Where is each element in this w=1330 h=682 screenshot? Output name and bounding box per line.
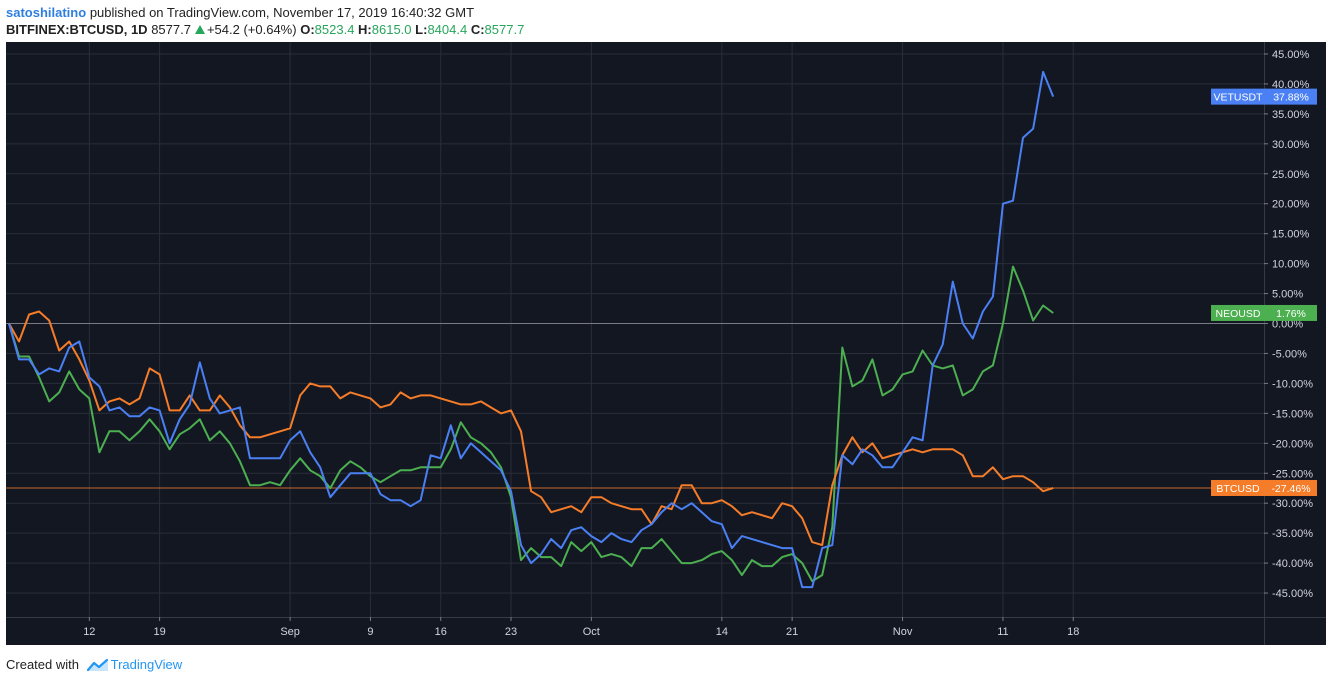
series-name-tag: NEOUSD (1216, 308, 1261, 320)
x-tick-label: 19 (153, 626, 165, 638)
x-tick-label: Sep (280, 626, 300, 638)
y-tick-label: 5.00% (1272, 289, 1303, 301)
series-name-tag: BTCUSD (1216, 483, 1260, 495)
open-value: 8523.4 (314, 22, 355, 37)
y-tick-label: -20.00% (1272, 438, 1313, 450)
y-tick-label: -25.00% (1272, 468, 1313, 480)
x-tick-label: 16 (435, 626, 447, 638)
series-value-tag-bg (1265, 88, 1317, 105)
y-tick-label: 35.00% (1272, 109, 1310, 121)
x-tick-label: 14 (716, 626, 728, 638)
x-tick-label: 11 (997, 626, 1008, 638)
y-tick-label: 10.00% (1272, 259, 1310, 271)
series-value-tag-bg (1265, 304, 1317, 321)
close-value: 8577.7 (484, 22, 525, 37)
y-tick-label: 20.00% (1272, 199, 1310, 211)
x-tick-label: Nov (893, 626, 913, 638)
series-value-tag: 37.88% (1273, 92, 1309, 104)
y-tick-label: 15.00% (1272, 229, 1310, 241)
chart-area[interactable]: 45.00% 40.00% 35.00% 30.00% 25.00% 20.00% 15.0… (6, 42, 1326, 645)
last-price: 8577.7 (151, 22, 191, 37)
low-label: L: (415, 22, 428, 37)
series-name-tag-bg (1211, 88, 1266, 105)
y-tick-label: -45.00% (1272, 588, 1313, 600)
y-tick-label: 40.00% (1272, 79, 1310, 91)
series-line-neousd (8, 265, 1054, 583)
open-label: O: (300, 22, 315, 37)
symbol-info: BITFINEX:BTCUSD, 1D 8577.7 +54.2 (+0.64%)… (6, 22, 524, 37)
y-tick-label: -10.00% (1272, 378, 1313, 390)
series-line-vetusdt (8, 70, 1055, 589)
series-name-tag: VETUSDT (1213, 92, 1263, 104)
series-value-tag: 1.76% (1276, 308, 1306, 320)
tradingview-brand[interactable]: TradingView (110, 657, 183, 672)
y-tick-label: -30.00% (1272, 498, 1313, 510)
price-change: +54.2 (+0.64%) (206, 22, 297, 37)
series-tag-vetusdt: VETUSDT 37.88% (1211, 88, 1317, 105)
y-tick-label: 0.00% (1272, 319, 1303, 331)
publish-info: satoshilatino published on TradingView.c… (6, 5, 474, 20)
series-value-tag: -27.46% (1271, 483, 1310, 495)
y-tick-label: -15.00% (1272, 408, 1313, 420)
chart-background (6, 42, 1326, 645)
x-tick-label: Oct (583, 626, 600, 638)
series-tag-neousd: NEOUSD 1.76% (1211, 304, 1317, 321)
x-tick-label: 9 (367, 626, 373, 638)
series-name-tag-bg (1211, 479, 1266, 496)
y-tick-label: -40.00% (1272, 558, 1313, 570)
created-with-text: Created with (6, 657, 79, 672)
high-value: 8615.0 (371, 22, 412, 37)
high-label: H: (358, 22, 372, 37)
footer: Created with TradingView (6, 657, 182, 672)
author-link[interactable]: satoshilatino (6, 5, 87, 20)
y-tick-label: 25.00% (1272, 169, 1310, 181)
series-line-btcusd (8, 310, 1054, 547)
chart-svg[interactable]: 45.00% 40.00% 35.00% 30.00% 25.00% 20.00% 15.0… (6, 42, 1326, 645)
y-tick-label: 45.00% (1272, 49, 1310, 61)
symbol-name: BITFINEX:BTCUSD, 1D (6, 22, 148, 37)
series-name-tag-bg (1211, 304, 1266, 321)
series-value-tag-bg (1265, 479, 1317, 496)
y-tick-label: 30.00% (1272, 139, 1310, 151)
low-value: 8404.4 (427, 22, 468, 37)
published-text: published on TradingView.com, November 1… (89, 5, 475, 20)
x-tick-label: 23 (505, 626, 517, 638)
y-tick-label: -5.00% (1272, 348, 1307, 360)
x-tick-label: 12 (83, 626, 95, 638)
y-tick-label: -35.00% (1272, 528, 1313, 540)
tradingview-logo-icon (86, 658, 108, 672)
x-tick-label: 18 (1067, 626, 1079, 638)
x-tick-label: 21 (786, 626, 798, 638)
close-label: C: (470, 22, 485, 37)
series-tag-btcusd: BTCUSD -27.46% (1211, 479, 1317, 496)
up-arrow-icon (194, 25, 205, 34)
